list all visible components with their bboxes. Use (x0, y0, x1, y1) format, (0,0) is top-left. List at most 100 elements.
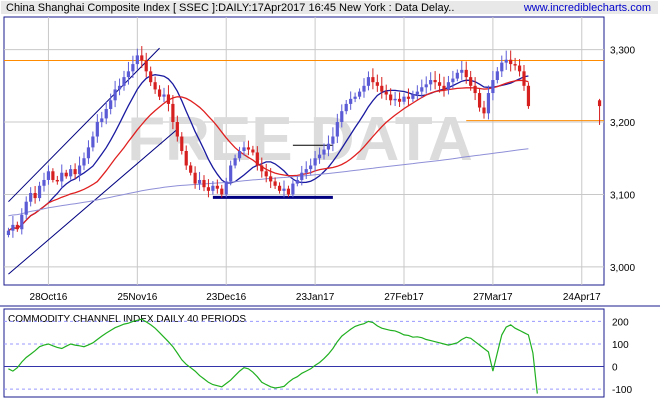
candle-body (175, 122, 179, 137)
candle-body (166, 94, 171, 104)
candle (424, 76, 428, 94)
cci-tick-label: -100 (612, 385, 632, 396)
candle-body (326, 143, 331, 150)
candle (157, 85, 162, 101)
candle-body (349, 98, 353, 104)
candle-body (415, 91, 419, 95)
candle (500, 55, 504, 77)
candle (251, 145, 255, 156)
candle (353, 92, 357, 103)
candle-body (509, 59, 513, 65)
candle-body (460, 69, 464, 73)
y-tick-label: 3,100 (610, 190, 635, 201)
candle (100, 111, 104, 128)
candle-body (229, 165, 233, 182)
candle (122, 70, 126, 91)
candle-body (122, 77, 126, 86)
candle-body (429, 80, 433, 85)
candle (15, 221, 19, 232)
cci-y-axis: 200 100 0 -100 (612, 317, 632, 396)
candle (131, 55, 135, 79)
watermark: FREE DATA (127, 105, 473, 174)
candle-body (500, 62, 504, 72)
candle (224, 177, 228, 198)
candle-body (424, 84, 428, 88)
candle-body (477, 93, 482, 108)
ma-long-line (8, 148, 529, 217)
candle-body (211, 185, 215, 191)
candle (246, 140, 251, 155)
candle (597, 98, 602, 125)
candle (344, 100, 348, 115)
candle-body (384, 91, 388, 95)
candle-body (526, 85, 531, 107)
ma-mid-line (8, 79, 529, 232)
candle-body (371, 77, 375, 83)
candle (393, 91, 397, 106)
candle-body (451, 78, 455, 83)
candle (117, 78, 122, 96)
candle (460, 60, 464, 80)
candle-body (264, 171, 268, 177)
price-overlay (4, 47, 604, 275)
candle (309, 158, 313, 175)
cci-tick-label: 100 (612, 340, 629, 351)
candle (495, 67, 499, 84)
candle-body (55, 179, 59, 182)
candle (411, 90, 415, 102)
candle (349, 91, 353, 110)
candle (286, 185, 291, 197)
candle (357, 88, 362, 100)
candle-body (220, 188, 224, 195)
candle-body (109, 100, 113, 109)
candle-body (189, 165, 193, 173)
candle (135, 48, 139, 70)
candle (366, 71, 371, 91)
candle-body (282, 188, 286, 191)
candle-body (397, 98, 402, 102)
candle (384, 84, 388, 101)
header-bar (1, 1, 658, 14)
candle-body (149, 71, 153, 83)
candle (526, 82, 531, 109)
channel-upper-line (8, 47, 160, 203)
candle (509, 50, 513, 72)
candle-body (517, 65, 522, 72)
candle (69, 165, 73, 180)
candle-body (269, 176, 273, 182)
candle-body (504, 59, 508, 63)
candle (295, 176, 299, 187)
chart-title: China Shanghai Composite Index [ SSEC ]:… (6, 2, 454, 14)
candle-body (380, 85, 384, 92)
candle-body (473, 85, 477, 94)
candle-body (255, 152, 259, 166)
candle (95, 114, 99, 143)
candle (6, 227, 11, 238)
candle (229, 160, 233, 186)
cci-series-line (8, 318, 538, 394)
candle-body (95, 122, 99, 137)
candle-body (464, 69, 468, 78)
candle-body (20, 214, 24, 230)
candle (46, 165, 51, 185)
candle (86, 140, 91, 164)
candle (33, 186, 37, 204)
candle-body (495, 71, 499, 81)
candle (491, 70, 495, 101)
candle (51, 168, 55, 183)
candle-body (597, 100, 602, 107)
candle (362, 78, 366, 98)
candle-body (522, 71, 526, 86)
candle (220, 184, 224, 198)
candle (455, 69, 459, 82)
candle-body (491, 80, 495, 94)
candle-body (291, 183, 295, 195)
candle-body (286, 188, 291, 195)
candle-body (331, 136, 335, 144)
candle (291, 180, 295, 198)
candle-body (344, 103, 348, 112)
candle (442, 76, 446, 97)
candle (326, 135, 331, 157)
candle-body (442, 85, 446, 90)
